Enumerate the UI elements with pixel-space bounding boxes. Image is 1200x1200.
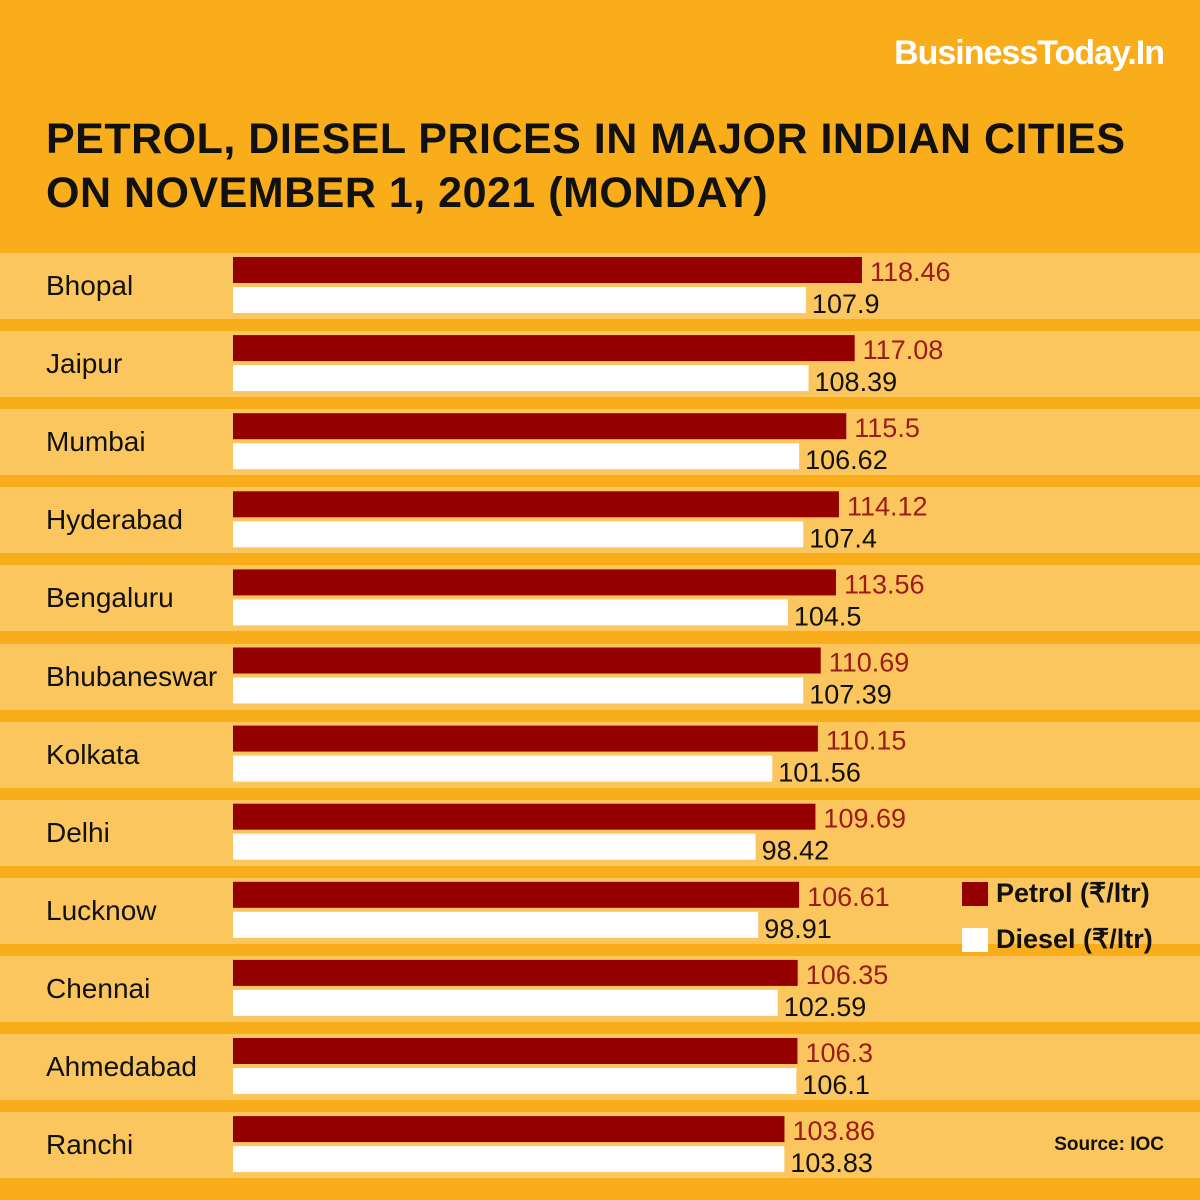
value-label-diesel: 102.59 <box>784 992 867 1022</box>
value-label-petrol: 106.61 <box>807 882 890 912</box>
city-label: Delhi <box>46 816 110 848</box>
bar-petrol <box>233 803 816 830</box>
bar-petrol <box>233 569 836 596</box>
bar-petrol <box>233 491 839 518</box>
value-label-petrol: 106.35 <box>806 960 889 990</box>
bar-petrol <box>233 959 798 986</box>
value-label-diesel: 107.9 <box>812 289 880 319</box>
city-label: Bhopal <box>46 270 134 301</box>
value-label-diesel: 104.5 <box>794 601 862 631</box>
value-label-diesel: 98.91 <box>764 914 832 944</box>
city-label: Chennai <box>46 972 151 1004</box>
city-label: Ranchi <box>46 1129 134 1161</box>
bar-diesel <box>233 287 806 313</box>
city-label: Bengaluru <box>46 582 174 614</box>
bar-diesel <box>233 521 804 548</box>
value-label-petrol: 118.46 <box>870 257 951 287</box>
legend-swatch-petrol <box>962 882 988 906</box>
value-label-diesel: 107.39 <box>809 680 892 710</box>
city-label: Lucknow <box>46 894 157 926</box>
city-label: Jaipur <box>46 348 123 380</box>
value-label-petrol: 109.69 <box>823 804 906 834</box>
bar-diesel <box>233 443 800 470</box>
legend-swatch-diesel <box>962 928 988 952</box>
city-label: Kolkata <box>46 738 140 770</box>
source-note: Source: IOC <box>1054 1134 1164 1155</box>
value-label-diesel: 101.56 <box>778 758 861 788</box>
bar-petrol <box>233 413 847 440</box>
bar-petrol <box>233 1038 798 1064</box>
bar-petrol <box>233 725 818 752</box>
city-label: Mumbai <box>46 426 146 458</box>
bar-petrol <box>233 647 821 674</box>
bar-diesel <box>233 599 788 626</box>
value-label-petrol: 115.5 <box>854 413 920 443</box>
value-label-petrol: 110.69 <box>829 648 910 678</box>
bar-diesel <box>233 989 778 1016</box>
bar-diesel <box>233 833 756 860</box>
legend-label-diesel: Diesel (₹/ltr) <box>996 924 1153 954</box>
value-label-diesel: 103.83 <box>790 1148 873 1178</box>
value-label-petrol: 113.56 <box>844 569 925 599</box>
bar-diesel <box>233 1146 785 1173</box>
value-label-diesel: 98.42 <box>762 836 830 866</box>
bar-diesel <box>233 755 773 782</box>
bar-petrol <box>233 1116 785 1143</box>
legend-label-petrol: Petrol (₹/ltr) <box>996 878 1150 908</box>
city-label: Ahmedabad <box>46 1051 198 1082</box>
bar-petrol <box>233 335 855 362</box>
bar-petrol <box>233 257 862 283</box>
value-label-petrol: 117.08 <box>863 335 944 365</box>
city-label: Hyderabad <box>46 504 183 536</box>
bar-diesel <box>233 365 809 392</box>
value-label-petrol: 103.86 <box>792 1116 875 1146</box>
value-label-diesel: 106.62 <box>805 445 888 475</box>
city-label: Bhubaneswar <box>46 660 218 692</box>
value-label-diesel: 107.4 <box>809 523 877 553</box>
bar-diesel <box>233 677 804 704</box>
bar-diesel <box>233 1068 797 1094</box>
bar-diesel <box>233 911 759 938</box>
value-label-petrol: 114.12 <box>847 491 928 521</box>
value-label-petrol: 106.3 <box>805 1038 873 1068</box>
value-label-diesel: 108.39 <box>815 367 898 397</box>
value-label-petrol: 110.15 <box>826 726 907 756</box>
brand-logo: BusinessToday.In <box>894 34 1165 72</box>
value-label-diesel: 106.1 <box>802 1070 870 1100</box>
chart-title: PETROL, DIESEL PRICES IN MAJOR INDIAN CI… <box>46 115 1126 217</box>
bar-petrol <box>233 881 800 908</box>
